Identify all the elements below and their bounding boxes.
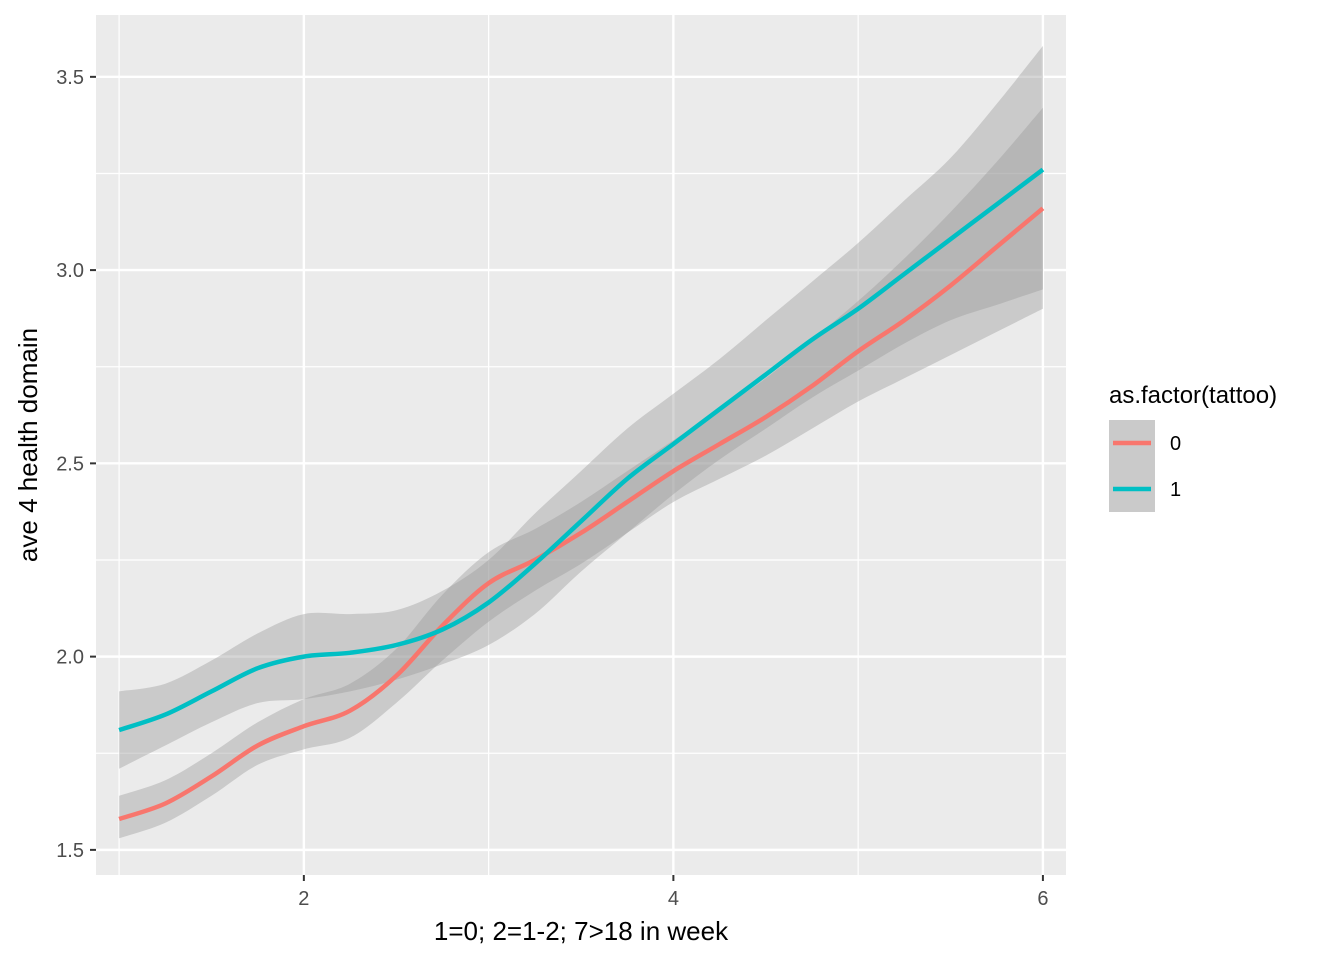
panel-background [96,15,1066,875]
grid-minor [96,15,1066,875]
x-tick-label: 2 [298,888,309,910]
x-axis-label: 1=0; 2=1-2; 7>18 in week [434,916,729,946]
x-tick-label: 4 [668,888,679,910]
grid-major [96,15,1066,875]
x-axis: 2 4 6 [298,875,1048,910]
y-axis: 1.5 2.0 2.5 3.0 3.5 [56,67,96,862]
legend-keys: 01 [1109,420,1181,512]
legend-title: as.factor(tattoo) [1109,382,1277,409]
y-axis-label: ave 4 health domain [13,328,43,562]
confidence-ribbon-0 [119,107,1043,839]
y-tick-label: 2.5 [56,453,84,475]
legend: as.factor(tattoo) 01 [1109,382,1277,512]
legend-label-1: 1 [1170,479,1181,501]
x-tick-label: 6 [1037,888,1048,910]
legend-label-0: 0 [1170,433,1181,455]
series-line-1 [118,167,1045,733]
series-line-0 [118,206,1045,822]
confidence-ribbons [119,45,1043,839]
y-tick-label: 3.0 [56,260,84,282]
confidence-ribbon-1 [119,45,1043,769]
y-tick-label: 1.5 [56,840,84,862]
y-tick-label: 3.5 [56,67,84,89]
y-tick-label: 2.0 [56,647,84,669]
smooth-lines [118,167,1045,822]
